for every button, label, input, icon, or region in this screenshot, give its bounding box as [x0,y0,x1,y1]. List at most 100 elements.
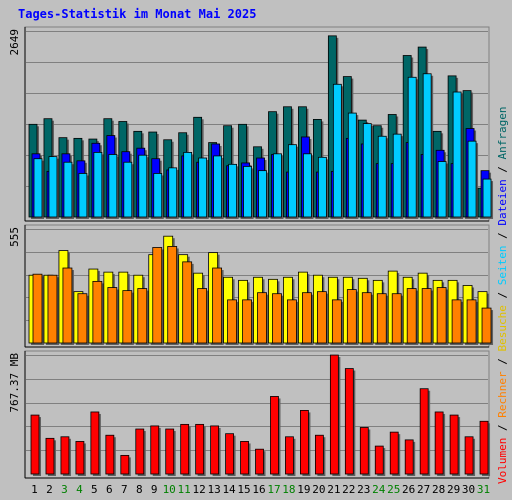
bar-kbytes [180,423,190,475]
bar-files [347,112,357,218]
bar-kbytes [329,354,339,475]
bar-kbytes [105,434,115,475]
bar-kbytes [434,411,444,475]
bar-sites [182,261,193,344]
bar-sites [92,280,103,344]
bar-kbytes [210,425,220,475]
bar-kbytes [60,436,70,475]
bar-files [93,152,103,218]
bar-kbytes [150,425,160,475]
x-tick-label: 24 [372,483,386,496]
bar-files [437,161,447,218]
bar-files [317,156,327,218]
bar-sites [137,288,148,344]
x-tick-label: 30 [462,483,475,496]
legend-anfragen: Anfragen [496,106,509,159]
bar-sites [47,274,58,344]
x-tick-label: 31 [477,483,490,496]
bar-kbytes [404,439,414,475]
chart-title: Tages-Statistik im Monat Mai 2025 [18,7,257,21]
bar-sites [197,288,208,344]
bar-kbytes [30,414,40,475]
bar-sites [62,267,73,344]
y-max-label: 2649 [8,29,21,56]
bar-sites [316,291,327,344]
bar-files [303,153,312,218]
bar-sites [436,287,447,344]
x-tick-label: 14 [222,483,236,496]
bar-sites [122,290,133,344]
bar-files [482,178,492,218]
bar-files [452,91,462,218]
bar-files [33,158,43,218]
bar-sites [346,289,357,344]
legend-sep: / [496,159,509,179]
bar-sites [77,293,88,344]
bar-kbytes [75,441,85,475]
bar-sites [167,246,178,344]
bar-kbytes [240,441,249,475]
bar-files [258,170,267,218]
x-tick-label: 15 [237,483,250,496]
legend-besuche: Besuche [496,305,509,351]
x-tick-label: 28 [432,483,445,496]
bar-kbytes [464,436,474,475]
x-tick-label: 3 [61,483,68,496]
x-tick-label: 10 [163,483,176,496]
bar-files [213,155,223,218]
bar-sites [466,299,477,344]
x-tick-label: 8 [136,483,143,496]
bar-sites [257,292,267,344]
x-tick-label: 5 [91,483,98,496]
bar-files [108,154,118,218]
bar-files [123,161,133,218]
x-tick-label: 22 [342,483,355,496]
x-tick-label: 27 [417,483,430,496]
legend-sep: / [496,226,509,246]
bar-kbytes [165,428,175,475]
legend-rechner: Rechner [496,371,509,418]
legend-dateien: Dateien [496,179,509,225]
bar-sites [32,273,43,344]
bar-files [243,166,252,218]
bar-files [377,135,387,218]
x-tick-label: 23 [357,483,370,496]
x-tick-label: 11 [178,483,191,496]
bar-files [362,123,372,218]
bar-sites [451,299,462,344]
x-tick-label: 17 [267,483,280,496]
legend-seiten: Seiten [496,246,509,286]
x-tick-label: 12 [193,483,206,496]
bar-files [288,144,297,218]
bar-kbytes [255,448,264,475]
bar-files [407,76,417,218]
x-tick-label: 19 [297,483,310,496]
x-tick-label: 2 [46,483,53,496]
bar-kbytes [314,434,324,475]
bar-files [138,154,148,218]
x-tick-label: 1 [31,483,38,496]
bar-kbytes [270,396,279,475]
legend-volumen: Volumen [496,438,509,484]
bar-files [63,161,73,218]
bar-files [78,173,88,218]
bar-sites [331,299,342,344]
x-tick-label: 25 [387,483,400,496]
bar-sites [302,292,312,344]
x-tick-label: 6 [106,483,113,496]
bar-sites [421,288,432,344]
bar-kbytes [285,436,294,475]
bar-files [467,140,477,218]
bar-kbytes [300,410,309,475]
x-tick-label: 21 [327,483,340,496]
x-tick-label: 16 [252,483,265,496]
legend-sep: / [496,285,509,305]
x-tick-label: 4 [76,483,83,496]
bar-sites [107,287,118,344]
bar-kbytes [120,454,130,475]
bar-sites [361,292,372,344]
x-tick-label: 29 [447,483,460,496]
bar-kbytes [225,433,234,475]
bar-kbytes [449,414,459,475]
